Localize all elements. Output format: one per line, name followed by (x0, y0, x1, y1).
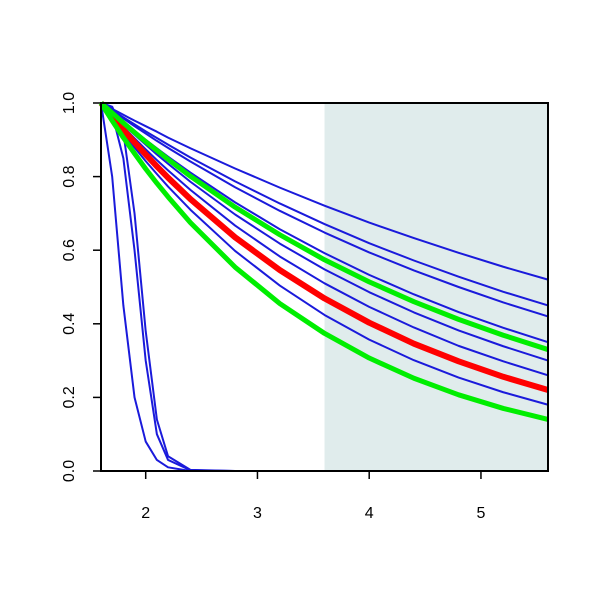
y-tick-label: 0.2 (61, 386, 78, 408)
x-tick-label: 5 (476, 505, 485, 522)
x-tick-label: 2 (141, 505, 150, 522)
y-tick-label: 0.6 (61, 239, 78, 261)
series-line (100, 102, 549, 281)
series-line (99, 101, 549, 352)
series-line (98, 101, 549, 422)
series-line (98, 101, 549, 393)
x-tick-label: 4 (365, 505, 374, 522)
x-tick-label: 3 (253, 505, 262, 522)
y-tick-label: 0.4 (61, 313, 78, 335)
y-tick-label: 1.0 (61, 92, 78, 114)
series-line (100, 102, 549, 307)
y-tick-label: 0.8 (61, 165, 78, 187)
plot-frame (100, 102, 549, 472)
y-tick-label: 0.0 (61, 460, 78, 482)
series-line (100, 102, 549, 318)
